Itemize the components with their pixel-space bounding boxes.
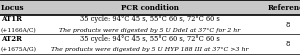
Text: The products were digested by 5 U HYP 188 III at 37°C >3 hr: The products were digested by 5 U HYP 18… — [51, 47, 249, 52]
Text: Reference: Reference — [267, 4, 300, 12]
Text: The products were digested by 5 U DdeI at 37°C for 2 hr: The products were digested by 5 U DdeI a… — [59, 28, 241, 33]
Text: AT1R: AT1R — [1, 15, 22, 23]
Text: PCR condition: PCR condition — [121, 4, 179, 12]
Text: 35 cycle: 94°C 45 s, 55°C 60 s, 72°C 60 s: 35 cycle: 94°C 45 s, 55°C 60 s, 72°C 60 … — [80, 35, 220, 43]
Text: AT2R: AT2R — [1, 35, 22, 43]
Text: 8: 8 — [286, 40, 290, 48]
Text: 35 cycle: 94°C 45 s, 55°C 60 s, 72°C 60 s: 35 cycle: 94°C 45 s, 55°C 60 s, 72°C 60 … — [80, 15, 220, 23]
Bar — [0, 0, 300, 15]
Text: Locus: Locus — [1, 4, 24, 12]
Text: 8: 8 — [286, 21, 290, 29]
Text: (+1675A/G): (+1675A/G) — [1, 47, 37, 52]
Text: (+1166A/C): (+1166A/C) — [1, 28, 36, 33]
